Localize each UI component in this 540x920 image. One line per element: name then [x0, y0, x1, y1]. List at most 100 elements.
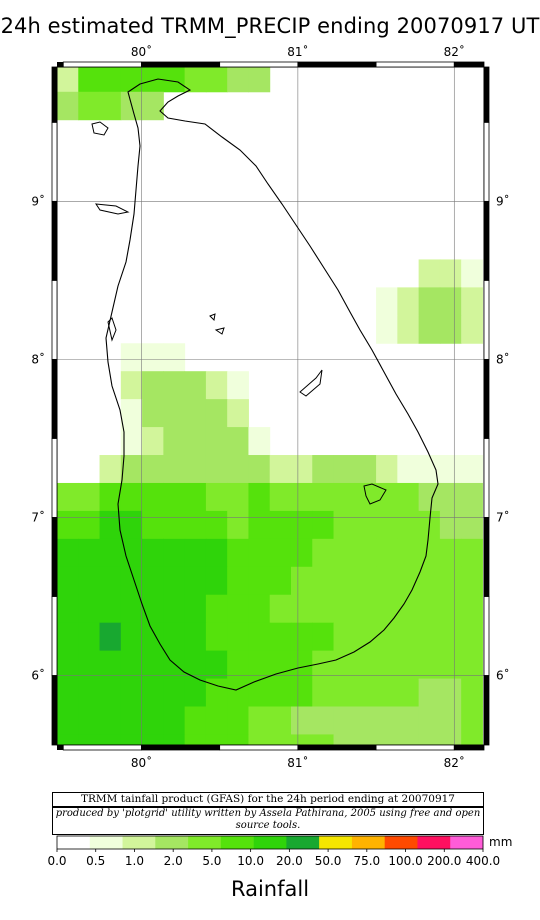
- rain-cell: [439, 706, 462, 735]
- rain-cell: [163, 594, 186, 624]
- rain-cell: [227, 594, 249, 624]
- rain-cell: [376, 538, 398, 568]
- rain-cell: [354, 650, 377, 680]
- rain-cell: [205, 594, 228, 624]
- rain-cell: [290, 538, 313, 568]
- batticaloa-lagoon: [363, 483, 387, 505]
- legend-tick-label: 200.0: [427, 854, 461, 868]
- rain-cell: [163, 455, 186, 484]
- rain-cell: [184, 678, 207, 708]
- rain-cell: [163, 371, 186, 400]
- rain-cell: [439, 455, 462, 484]
- rain-cell: [461, 706, 483, 735]
- rain-cell: [397, 594, 420, 624]
- rain-cell: [120, 399, 143, 428]
- puttalam-lagoon: [107, 317, 117, 342]
- rainfall-grid: [57, 67, 483, 745]
- rain-cell: [142, 371, 164, 400]
- rain-cell: [461, 594, 483, 624]
- rain-cell: [333, 622, 356, 652]
- rain-cell: [163, 678, 186, 708]
- rain-cell: [78, 482, 101, 512]
- legend-swatch: [57, 836, 91, 849]
- frame-bar: [453, 61, 485, 68]
- lon-tick-label: 82˚: [444, 44, 465, 59]
- lat-tick-label: 7˚: [31, 509, 45, 524]
- rain-cell: [163, 482, 186, 512]
- rain-cell: [120, 622, 143, 652]
- rain-cell: [418, 706, 441, 735]
- legend-swatch: [89, 836, 123, 849]
- rain-cell: [142, 594, 164, 624]
- rain-cell: [99, 650, 122, 680]
- rain-cell: [248, 594, 271, 624]
- rain-cell: [57, 650, 79, 680]
- rain-cell: [184, 734, 207, 745]
- rain-cell: [78, 566, 101, 596]
- rain-cell: [376, 287, 398, 316]
- rain-cell: [312, 538, 335, 568]
- rain-cell: [57, 510, 79, 540]
- rain-cell: [333, 734, 356, 745]
- rain-cell: [248, 455, 271, 484]
- rain-cell: [269, 706, 292, 735]
- rain-cell: [290, 455, 313, 484]
- rain-cell: [227, 566, 249, 596]
- rain-cell: [439, 259, 462, 288]
- frame-bar: [57, 62, 64, 67]
- rain-cell: [184, 427, 207, 456]
- rain-cell: [376, 678, 398, 708]
- lat-tick-label: 6˚: [496, 667, 510, 682]
- rain-cell: [354, 622, 377, 652]
- rain-cell: [269, 566, 292, 596]
- rain-cell: [57, 566, 79, 596]
- rain-cell: [184, 67, 207, 93]
- rain-cell: [184, 650, 207, 680]
- rain-cell: [205, 371, 228, 400]
- rain-cell: [227, 399, 249, 428]
- rain-cell: [142, 706, 164, 735]
- rain-cell: [397, 706, 420, 735]
- rain-cell: [120, 678, 143, 708]
- rain-cell: [99, 566, 122, 596]
- lon-tick-label: 80˚: [131, 44, 152, 59]
- legend-swatch: [220, 836, 254, 849]
- legend-tick-label: 100.0: [388, 854, 422, 868]
- rain-cell: [142, 343, 164, 372]
- rain-cell: [248, 427, 271, 456]
- rain-cell: [142, 427, 164, 456]
- rain-cell: [227, 67, 249, 93]
- rain-cell: [418, 650, 441, 680]
- rain-cell: [290, 734, 313, 745]
- rain-cell: [184, 622, 207, 652]
- rain-cell: [99, 622, 122, 652]
- rain-cell: [312, 678, 335, 708]
- map-frame: [51, 61, 490, 751]
- frame-bar: [51, 358, 58, 439]
- frame-bar: [483, 437, 490, 518]
- legend-tick-label: 1.0: [125, 854, 144, 868]
- rain-cell: [461, 566, 483, 596]
- rain-cell: [227, 427, 249, 456]
- lat-tick-label: 7˚: [496, 509, 510, 524]
- rain-cell: [142, 650, 164, 680]
- rain-cell: [184, 482, 207, 512]
- rain-cell: [397, 510, 420, 540]
- frame-bar: [219, 744, 299, 751]
- rain-cell: [99, 510, 122, 540]
- rain-cell: [163, 566, 186, 596]
- rain-cell: [248, 734, 271, 745]
- rain-cell: [227, 538, 249, 568]
- rain-cell: [439, 287, 462, 316]
- rain-cell: [376, 482, 398, 512]
- rain-cell: [120, 734, 143, 745]
- rain-cell: [248, 482, 271, 512]
- rain-cell: [461, 455, 483, 484]
- rain-cell: [163, 734, 186, 745]
- legend-colorbar: 0.0 0.5 1.0 2.0 5.0 10.0 20.0 50.0 75.0 100.0 200.…: [47, 835, 512, 868]
- rain-cell: [354, 510, 377, 540]
- rain-cell: [78, 538, 101, 568]
- frame-bar: [62, 61, 142, 68]
- rain-cell: [57, 594, 79, 624]
- product-caption: TRMM tainfall product (GFAS) for the 24h…: [52, 792, 484, 807]
